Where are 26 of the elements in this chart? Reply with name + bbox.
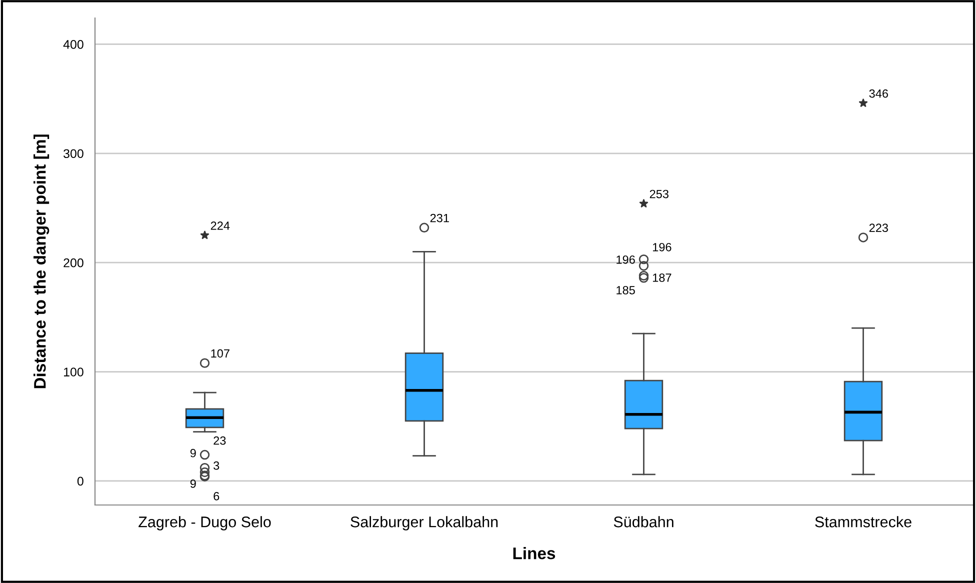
annotation: 3 xyxy=(214,461,220,470)
annotation: 253 xyxy=(650,190,668,198)
annotation: 6 xyxy=(214,492,220,500)
x-tick-label: Salzburger Lokalbahn xyxy=(350,516,498,530)
annotation: 224 xyxy=(210,221,230,230)
x-tick-label: Zagreb - Dugo Selo xyxy=(138,516,271,530)
annotation: 187 xyxy=(652,274,672,282)
annotation: 346 xyxy=(869,89,888,98)
annotation: 107 xyxy=(211,349,230,358)
annotation: 185 xyxy=(616,286,635,294)
y-tick-label: 200 xyxy=(64,258,84,268)
x-tick-label: Stammstrecke xyxy=(815,516,912,528)
annotation: 196 xyxy=(652,242,672,252)
annotation: 223 xyxy=(869,224,888,232)
x-axis-title: Lines xyxy=(513,547,556,560)
y-axis-title: Distance to the danger point [m] xyxy=(34,134,50,388)
annotation: 23 xyxy=(214,436,226,445)
y-tick-label: 100 xyxy=(64,368,84,376)
y-tick-label: 0 xyxy=(77,476,84,486)
x-tick-label: Südbahn xyxy=(614,516,674,528)
annotation: 196 xyxy=(616,255,635,264)
annotation: 9 xyxy=(190,479,196,488)
y-tick-label: 400 xyxy=(63,40,84,49)
y-tick-label: 300 xyxy=(64,149,84,158)
annotation: 9 xyxy=(190,448,196,458)
annotation: 231 xyxy=(430,214,449,222)
